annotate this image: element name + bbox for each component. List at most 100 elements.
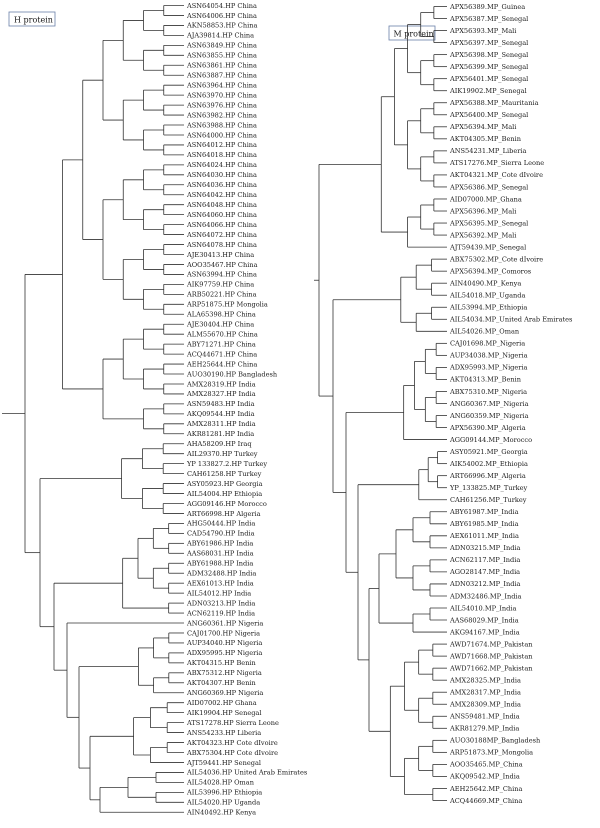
- h-leaf-label: AIK97759.HP China: [186, 281, 254, 289]
- h-leaf-label: AJE30413.HP China: [186, 251, 254, 259]
- h-leaf-label: AJA39814.HP China: [186, 32, 254, 40]
- m-leaf-label: ABX75310.MP_Nigeria: [449, 388, 527, 396]
- h-leaf-label: ASN63849.HP China: [186, 42, 257, 50]
- h-leaf-label: AKT04323.HP Cote dIvoire: [186, 739, 278, 747]
- m-leaf-label: ANS54231.MP_Liberia: [449, 147, 526, 155]
- m-leaf-label: AAS68029.MP_India: [449, 616, 519, 624]
- h-leaf-label: AEX61013.HP India: [186, 579, 254, 587]
- h-leaf-label: AAS68031.HP India: [186, 550, 254, 558]
- h-leaf-label: CAD54790.HP India: [187, 530, 255, 538]
- h-leaf-label: AKN58853.HP China: [186, 22, 257, 30]
- h-leaf-label: AIL54028.HP Oman: [186, 779, 255, 787]
- m-leaf-label: APX56401.MP_Senegal: [449, 75, 528, 83]
- h-leaf-label: AMX28327.HP India: [186, 390, 256, 398]
- m-leaf-label: AWD71662.MP_Pakistan: [449, 664, 533, 672]
- h-leaf-label: ABY71271.HP China: [186, 340, 256, 348]
- h-leaf-label: ASN64018.HP China: [186, 151, 257, 159]
- m-leaf-label: AMX28309.MP_India: [449, 701, 521, 709]
- m-leaf-label: APX56389.MP_Guinea: [449, 3, 525, 11]
- m-leaf-label: AIK19902.MP_Senegal: [449, 87, 527, 95]
- m-leaf-label: APX56386.MP_Senegal: [449, 183, 528, 191]
- m-leaf-label: AGO28147.MP_India: [449, 568, 520, 576]
- h-leaf-label: ASN63988.HP China: [186, 121, 257, 129]
- m-leaf-label: APX56397.MP_Senegal: [449, 39, 528, 47]
- h-leaf-label: ASN64060.HP China: [186, 211, 257, 219]
- h-leaf-label: ASN64078.HP China: [186, 241, 257, 249]
- m-leaf-label: APX56399.MP_Senegal: [449, 63, 528, 71]
- h-leaf-label: AMX28319.HP India: [186, 380, 256, 388]
- m-leaf-label: AIL53994.MP_Ethiopia: [449, 304, 527, 312]
- h-leaf-label: ALA65398.HP China: [186, 311, 256, 319]
- h-leaf-label: AIL54020.HP Uganda: [186, 799, 260, 807]
- m-leaf-label: APX56398.MP_Senegal: [449, 51, 528, 59]
- m-leaf-label: AKT04321.MP_Cote dIvoire: [449, 171, 543, 179]
- h-leaf-label: ASN64036.HP China: [186, 181, 257, 189]
- m-leaf-label: APX56392.MP_Mali: [449, 231, 516, 239]
- m-leaf-label: AIL54026.MP_Oman: [449, 328, 520, 336]
- h-leaf-label: ASN64048.HP China: [186, 201, 257, 209]
- h-leaf-label: ACN62119.HP India: [186, 609, 255, 617]
- m-leaf-label: AKT04305.MP_Benin: [449, 135, 522, 143]
- m-leaf-label: ADM32486.MP_India: [449, 592, 522, 600]
- h-leaf-label: ARP51875.HP Mongolia: [186, 301, 268, 309]
- h-panel-title: H protein: [14, 16, 53, 25]
- h-leaf-label: ABY61988.HP India: [186, 560, 253, 568]
- h-leaf-label: AKT04307.HP Benin: [186, 679, 257, 687]
- h-leaf-label: ALM55670.HP China: [186, 330, 258, 338]
- m-panel-title: M protein: [394, 30, 434, 39]
- m-leaf-label: AWD71674.MP_Pakistan: [449, 640, 533, 648]
- h-leaf-label: ABY61986.HP India: [186, 540, 253, 548]
- h-leaf-label: CAJ01700.HP Nigeria: [187, 629, 260, 637]
- m-leaf-label: APX56388.MP_Mauritania: [449, 99, 539, 107]
- m-leaf-label: CAJ01698.MP_Nigeria: [450, 340, 525, 348]
- h-leaf-label: AKT04315.HP Benin: [186, 659, 257, 667]
- m-leaf-label: AEX61011.MP_India: [449, 532, 519, 540]
- m-leaf-label: AGG09144.MP_Morocco: [449, 436, 532, 444]
- h-leaf-label: ATS17278.HP Sierra Leone: [186, 719, 279, 727]
- h-leaf-label: ASN64012.HP China: [186, 141, 257, 149]
- h-branches: [2, 5, 184, 813]
- h-leaf-label: AMX28311.HP India: [186, 420, 256, 428]
- h-leaf-label: ADX95995.HP Nigeria: [186, 649, 262, 657]
- h-leaf-label: ASN64006.HP China: [186, 12, 257, 20]
- m-leaf-label: AOO35465.MP_China: [449, 761, 523, 769]
- h-leaf-label: ACQ44671.HP China: [186, 350, 257, 358]
- h-leaf-label: ASN64000.HP China: [186, 131, 257, 139]
- h-leaf-label: AUP34040.HP Nigeria: [186, 639, 262, 647]
- m-leaf-label: AKR81279.MP_India: [449, 725, 519, 733]
- m-leaf-label: AJT59439.MP_Senegal: [449, 243, 526, 251]
- m-leaf-label: APX56390.MP_Algeria: [449, 424, 526, 432]
- h-leaf-label: ASN64042.HP China: [186, 191, 257, 199]
- h-leaf-label: ASN63861.HP China: [186, 62, 257, 70]
- h-leaf-label: AOO35467.HP China: [186, 261, 258, 269]
- h-leaf-label: ANS54233.HP Liberia: [186, 729, 261, 737]
- m-leaf-label: APX56394.MP_Comoros: [449, 267, 532, 275]
- h-leaf-label: AGG09146.HP Morocco: [186, 500, 267, 508]
- h-leaf-label: AID07002.HP Ghana: [186, 699, 257, 707]
- h-leaf-label: ARB50221.HP China: [186, 291, 257, 299]
- m-leaf-label: AUP34038.MP_Nigeria: [449, 352, 528, 360]
- m-leaf-label: ANS59481.MP_India: [449, 713, 520, 721]
- m-leaf-label: APX56396.MP_Mali: [449, 207, 516, 215]
- m-leaf-label: APX56395.MP_Senegal: [449, 219, 528, 227]
- h-leaf-label: AHG50444.HP India: [186, 520, 255, 528]
- m-leaf-label: AWD71668.MP_Pakistan: [449, 652, 533, 660]
- h-leaf-label: ANG60369.HP Nigeria: [186, 689, 263, 697]
- h-leaf-label: ASY05923.HP Georgia: [186, 480, 263, 488]
- m-leaf-label: AUO30188MP_Bangladesh: [449, 737, 541, 745]
- h-leaf-label: ANG60361.HP Nigeria: [186, 619, 263, 627]
- h-leaf-label: AEH25644.HP China: [186, 360, 257, 368]
- m-leaf-label: CAH61256.MP_Turkey: [450, 496, 527, 504]
- m-branches: [314, 6, 447, 801]
- h-leaf-label: YP 133827.2.HP Turkey: [186, 460, 267, 468]
- h-leaf-label: ART66998.HP Algeria: [186, 510, 261, 518]
- h-leaf-label: ASN63964.HP China: [186, 81, 257, 89]
- m-leaf-label: ART66996.MP_Algeria: [449, 472, 526, 480]
- m-leaf-label: APX56393.MP_Mali: [449, 27, 516, 35]
- h-leaf-label: AIL54012.HP India: [186, 589, 251, 597]
- m-leaf-label: AID07000.MP_Ghana: [449, 195, 522, 203]
- m-leaf-label: ACQ44669.MP_China: [449, 797, 522, 805]
- m-leaf-label: ADN03215.MP_India: [449, 544, 521, 552]
- h-leaf-label: ADN03213.HP India: [186, 599, 255, 607]
